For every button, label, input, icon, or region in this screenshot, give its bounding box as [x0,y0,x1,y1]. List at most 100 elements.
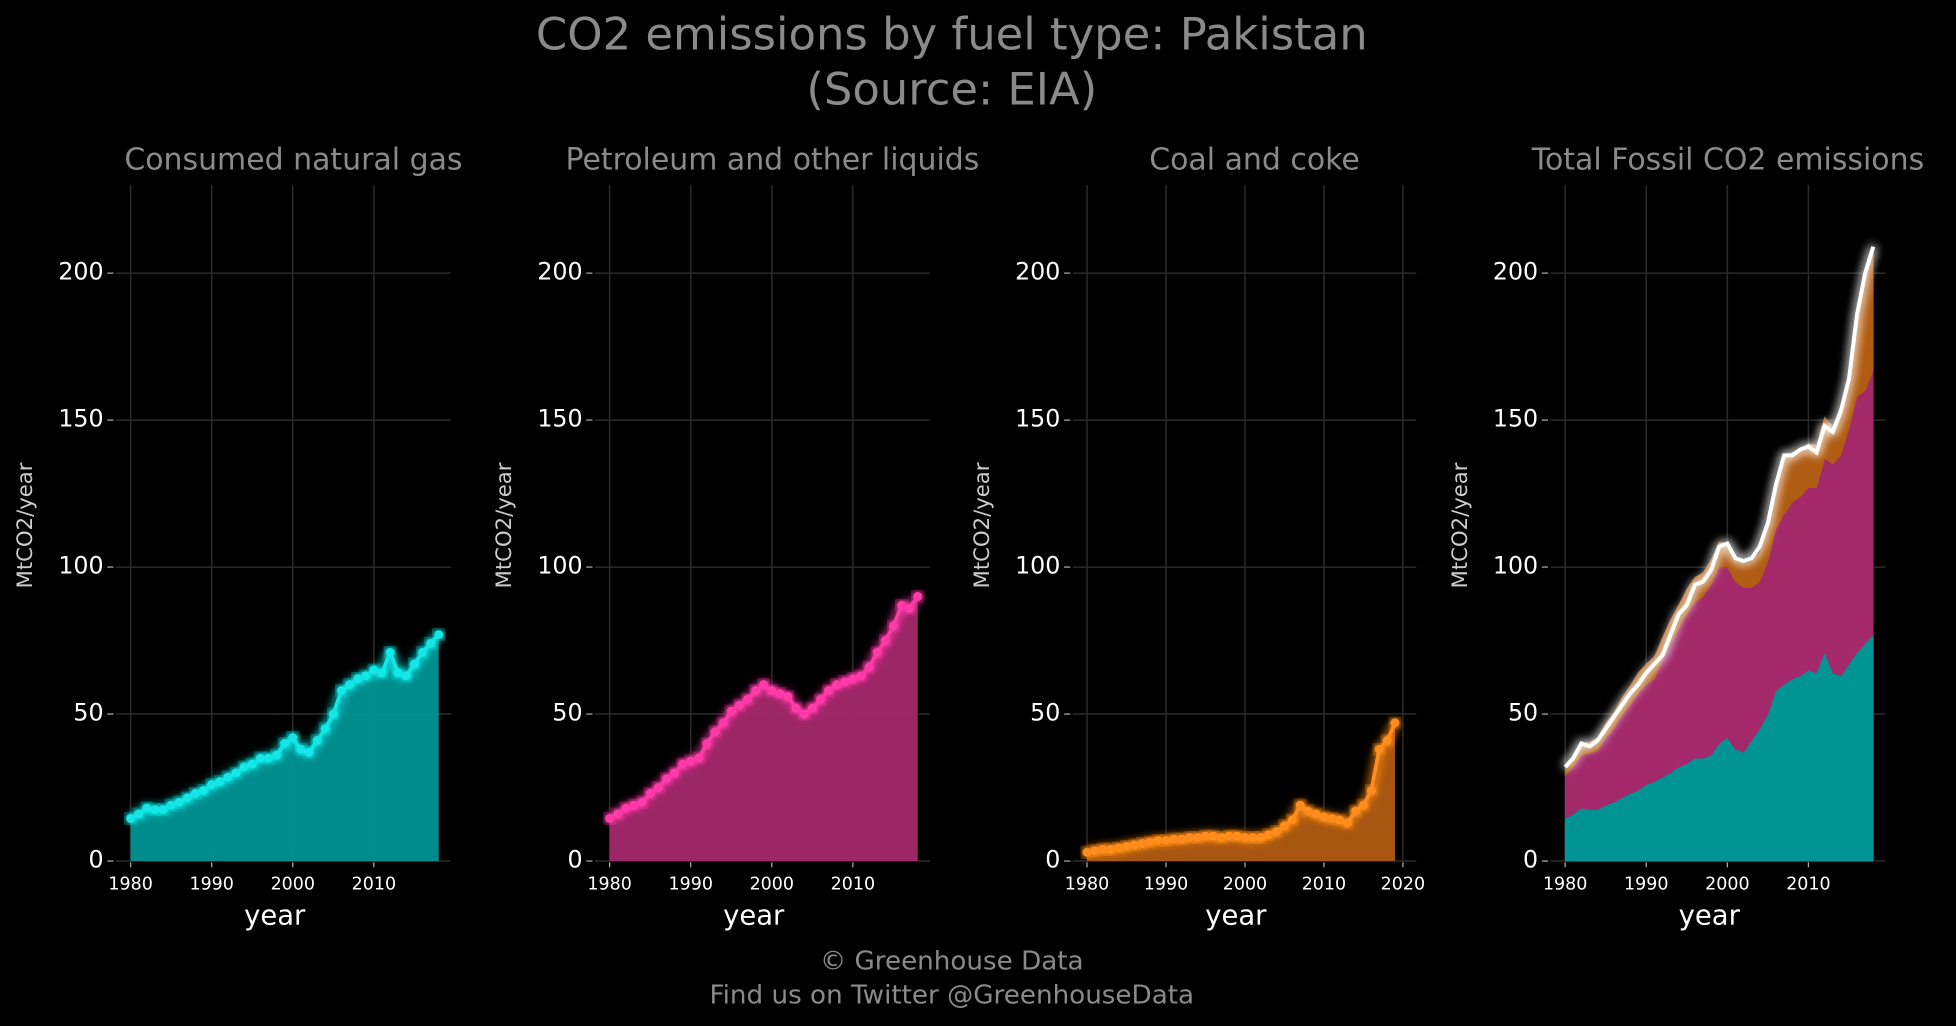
point [231,768,241,778]
point [1082,847,1092,857]
point [1232,831,1242,841]
point [272,750,282,760]
point [434,630,444,640]
y-tick-label: 100 [537,552,582,580]
y-tick-label: 0 [1523,846,1538,874]
point [718,718,728,728]
point [605,813,615,823]
point [815,694,825,704]
point [710,727,720,737]
point [897,600,907,610]
point [613,809,623,819]
figure-title: CO2 emissions by fuel type: Pakistan [536,8,1368,61]
y-tick-label: 0 [88,846,103,874]
point [320,724,330,734]
point [377,668,387,678]
point [734,700,744,710]
x-tick-label: 1980 [1543,875,1587,895]
stacked-area [1564,249,1874,777]
y-axis-label: MtCO2/year [12,462,37,588]
y-tick-label: 200 [1493,258,1538,286]
x-tick-label: 2010 [352,875,396,895]
point [1272,827,1282,837]
point [905,603,915,613]
panel-title: Coal and coke [1149,143,1360,178]
point [864,662,874,672]
x-tick-label: 1990 [1624,875,1668,895]
x-axis-label: year [723,901,785,932]
y-tick-label: 100 [58,552,103,580]
point [174,797,184,807]
area [1087,722,1395,862]
point [247,759,257,769]
point [369,665,379,675]
point [1106,844,1116,854]
point [345,680,355,690]
y-axis-label: MtCO2/year [969,462,994,588]
point [304,747,314,757]
panel: Petroleum and other liquids MtCO2/year yea… [491,143,979,932]
point [158,805,168,815]
point [1090,846,1100,856]
point [1098,844,1108,854]
point [791,703,801,713]
point [807,703,817,713]
point [1137,838,1147,848]
point [126,813,136,823]
x-tick-label: 1990 [1144,875,1188,895]
point [751,686,761,696]
point [1193,833,1203,843]
point [759,680,769,690]
point [799,709,809,719]
panel-title: Petroleum and other liquids [565,143,979,178]
point [1129,840,1139,850]
point [418,647,428,657]
figure-subtitle: (Source: EIA) [806,63,1097,116]
y-tick-label: 100 [1015,552,1060,580]
point [1224,831,1234,841]
x-tick-label: 2000 [271,875,315,895]
point [1161,835,1171,845]
y-tick-label: 50 [552,699,582,727]
point [1264,830,1274,840]
point [856,671,866,681]
x-tick-label: 1990 [669,875,713,895]
point [280,738,290,748]
point [1311,809,1321,819]
point [142,803,152,813]
point [1248,833,1258,843]
point [361,671,371,681]
point [1351,806,1360,816]
total-line [1563,246,1876,769]
point [166,800,176,810]
y-tick-label: 0 [1045,846,1060,874]
y-tick-label: 150 [1493,405,1538,433]
point [1390,718,1400,728]
point [767,686,777,696]
point [645,788,655,798]
point [312,736,322,746]
point [1335,815,1345,825]
x-axis-label: year [1679,901,1741,932]
point [694,753,704,763]
point [1169,834,1179,844]
point [239,762,249,772]
point [678,759,688,769]
point [702,738,712,748]
point [215,777,225,787]
point [182,793,192,803]
point [199,785,209,795]
point [328,709,338,719]
point [1256,833,1266,843]
point [653,783,663,793]
x-axis-label: year [1205,901,1267,932]
point [670,768,679,778]
panel-title: Total Fossil CO2 emissions [1531,143,1924,178]
panel: Coal and coke MtCO2/year year 0 50 100 150 200 1… [969,143,1425,932]
point [223,772,233,782]
y-tick-label: 50 [1508,699,1538,727]
y-tick-label: 200 [537,258,582,286]
point [888,621,898,631]
point [1295,800,1305,810]
